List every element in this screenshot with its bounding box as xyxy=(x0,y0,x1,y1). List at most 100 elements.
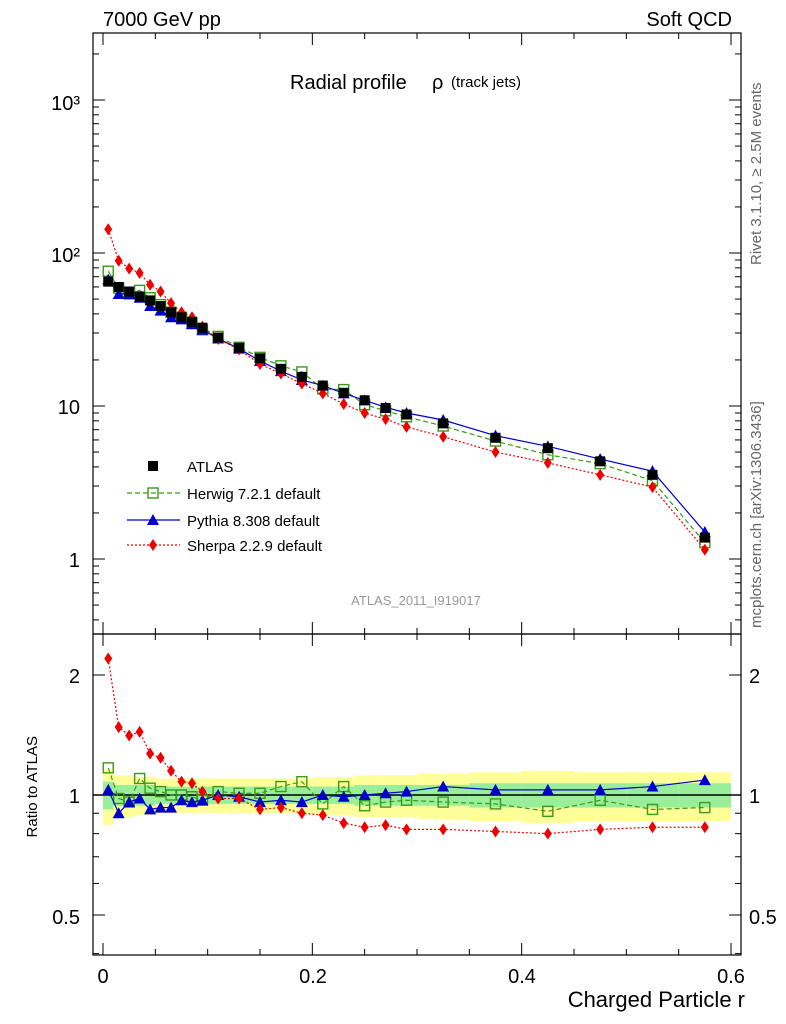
point-3-24 xyxy=(648,481,657,494)
point-3-5 xyxy=(156,285,165,298)
point-0-22 xyxy=(542,443,553,454)
energy-label: 7000 GeV pp xyxy=(103,9,221,31)
ratio-point-1-7 xyxy=(175,794,188,806)
ratio-point-2-10 xyxy=(214,792,223,805)
point-0-2 xyxy=(124,286,135,297)
point-0-6 xyxy=(166,307,177,318)
ratio-point-0-21 xyxy=(489,798,502,810)
ratio-point-1-5 xyxy=(154,801,167,813)
ratio-point-1-18 xyxy=(379,787,392,799)
ratio-point-0-17 xyxy=(358,800,371,812)
series-line-3 xyxy=(107,229,706,551)
point-0-21 xyxy=(490,432,501,443)
ratio-point-1-20 xyxy=(437,780,450,792)
point-3-6 xyxy=(167,297,176,310)
point-0-5 xyxy=(155,301,166,312)
ratio-point-2-17 xyxy=(360,821,369,834)
uncertainty-bands xyxy=(93,769,741,826)
point-3-20 xyxy=(439,430,448,443)
ratio-point-0-20 xyxy=(437,796,449,808)
ratio-point-1-22 xyxy=(541,783,554,795)
ratio-tick-label-1-left: 1 xyxy=(69,786,80,808)
ratio-point-1-3 xyxy=(133,792,146,804)
x-tick-label-0: 0 xyxy=(97,966,108,988)
x-tick-label-0.6: 0.6 xyxy=(717,966,745,988)
point-3-23 xyxy=(596,468,605,481)
point-0-13 xyxy=(275,363,286,374)
category-label: Soft QCD xyxy=(646,9,732,31)
analysis-watermark: ATLAS_2011_I919017 xyxy=(351,593,481,608)
legend-marker-1 xyxy=(147,487,159,499)
ratio-point-1-9 xyxy=(196,794,209,806)
ratio-series-group xyxy=(102,652,711,840)
ratio-line-2 xyxy=(107,658,705,835)
ratio-point-2-4 xyxy=(146,747,155,760)
ratio-point-2-1 xyxy=(114,721,123,734)
point-0-18 xyxy=(380,403,391,414)
point-0-0 xyxy=(103,276,114,287)
ratio-point-1-19 xyxy=(400,785,413,797)
ratio-point-2-7 xyxy=(177,775,186,788)
ratio-point-0-24 xyxy=(646,803,659,816)
point-0-16 xyxy=(338,387,349,398)
ratio-point-0-14 xyxy=(296,775,308,788)
ratio-point-2-6 xyxy=(167,764,176,777)
legend-markers xyxy=(127,461,180,551)
x-axis-label: Charged Particle r xyxy=(568,987,745,1012)
ratio-point-1-17 xyxy=(358,789,371,800)
ratio-point-0-13 xyxy=(275,780,287,793)
legend-marker-2 xyxy=(147,514,159,525)
point-0-15 xyxy=(317,380,328,391)
point-3-19 xyxy=(402,420,411,433)
point-0-20 xyxy=(438,418,449,429)
y-tick-label-1000: 10³ xyxy=(51,93,80,115)
point-2-4 xyxy=(144,300,157,312)
ratio-point-1-23 xyxy=(594,783,607,795)
ratio-point-2-0 xyxy=(104,652,113,665)
ratio-y-axis-label: Ratio to ATLAS xyxy=(24,736,41,837)
ratio-point-2-18 xyxy=(381,819,390,832)
point-2-1 xyxy=(112,287,125,299)
ratio-tick-label-2-right: 2 xyxy=(749,666,760,688)
point-0-11 xyxy=(234,342,245,353)
x-tick-label-0.4: 0.4 xyxy=(508,966,536,988)
point-0-19 xyxy=(401,409,412,420)
legend-atlas-label: ATLAS xyxy=(187,459,233,476)
point-0-9 xyxy=(197,322,208,333)
ratio-point-1-0 xyxy=(102,783,115,795)
ratio-point-2-12 xyxy=(256,803,264,816)
ratio-point-2-14 xyxy=(297,807,306,820)
point-0-3 xyxy=(134,291,145,302)
point-3-2 xyxy=(125,262,134,275)
ratio-point-2-9 xyxy=(198,785,207,798)
point-3-16 xyxy=(339,398,348,411)
ratio-point-2-21 xyxy=(491,825,500,838)
point-0-25 xyxy=(699,532,710,543)
chart-title: Radial profile xyxy=(290,72,407,94)
ratio-point-2-13 xyxy=(276,801,285,814)
ratio-point-2-24 xyxy=(648,821,657,834)
ratio-point-1-25 xyxy=(698,774,711,786)
axis-ticks xyxy=(93,33,741,955)
point-0-24 xyxy=(647,469,658,480)
ratio-point-2-20 xyxy=(439,823,448,836)
ratio-point-2-11 xyxy=(235,792,244,805)
point-0-8 xyxy=(186,316,197,327)
point-3-3 xyxy=(135,267,144,280)
point-0-23 xyxy=(595,456,606,467)
point-3-25 xyxy=(700,543,709,556)
point-3-17 xyxy=(360,407,369,420)
ratio-tick-label-1-right: 1 xyxy=(749,786,760,808)
ratio-point-0-23 xyxy=(594,794,606,806)
main-series-group xyxy=(102,223,711,556)
legend-marker-0 xyxy=(148,461,158,471)
ratio-point-1-15 xyxy=(316,789,329,800)
point-3-0 xyxy=(104,223,113,236)
ratio-point-1-14 xyxy=(295,796,308,808)
chart-title-note: (track jets) xyxy=(451,74,521,91)
ratio-point-2-19 xyxy=(402,823,411,836)
point-3-22 xyxy=(543,456,552,469)
point-0-4 xyxy=(145,295,156,306)
ratio-point-0-25 xyxy=(699,801,711,814)
